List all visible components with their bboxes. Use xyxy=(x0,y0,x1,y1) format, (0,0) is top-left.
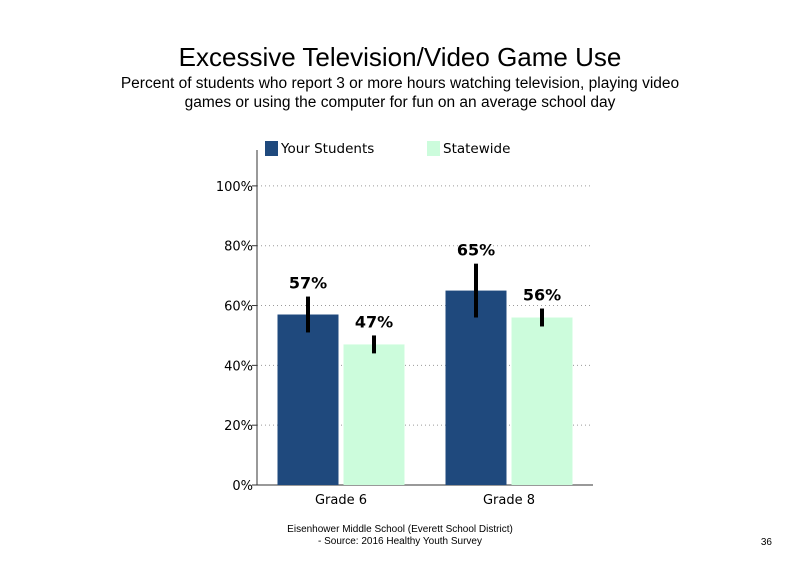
bar xyxy=(277,314,339,485)
legend-swatch-statewide xyxy=(427,141,440,156)
legend-label-statewide: Statewide xyxy=(443,141,511,157)
y-tick-label: 40% xyxy=(224,359,253,374)
y-tick-label: 60% xyxy=(224,300,253,315)
chart-subtitle: Percent of students who report 3 or more… xyxy=(120,75,680,111)
y-tick-label: 100% xyxy=(216,180,253,195)
x-tick-label: Grade 8 xyxy=(483,493,535,508)
legend-swatch-your-students xyxy=(265,141,278,156)
legend-label-your-students: Your Students xyxy=(281,141,375,157)
chart-title: Excessive Television/Video Game Use xyxy=(178,42,622,72)
data-label: 57% xyxy=(289,274,327,293)
footer: Eisenhower Middle School (Everett School… xyxy=(0,524,800,548)
data-label: 65% xyxy=(457,241,495,260)
bar xyxy=(445,290,507,485)
data-label: 47% xyxy=(355,312,393,331)
page-number: 36 xyxy=(760,537,772,548)
x-tick-label: Grade 6 xyxy=(315,493,367,508)
footer-source: - Source: 2016 Healthy Youth Survey xyxy=(318,536,482,547)
bar xyxy=(343,344,405,485)
footer-school: Eisenhower Middle School (Everett School… xyxy=(287,524,513,535)
y-tick-label: 20% xyxy=(224,419,253,434)
y-tick-label: 80% xyxy=(224,240,253,255)
bar xyxy=(511,317,573,485)
data-label: 56% xyxy=(523,286,561,305)
y-tick-label: 0% xyxy=(232,479,253,494)
